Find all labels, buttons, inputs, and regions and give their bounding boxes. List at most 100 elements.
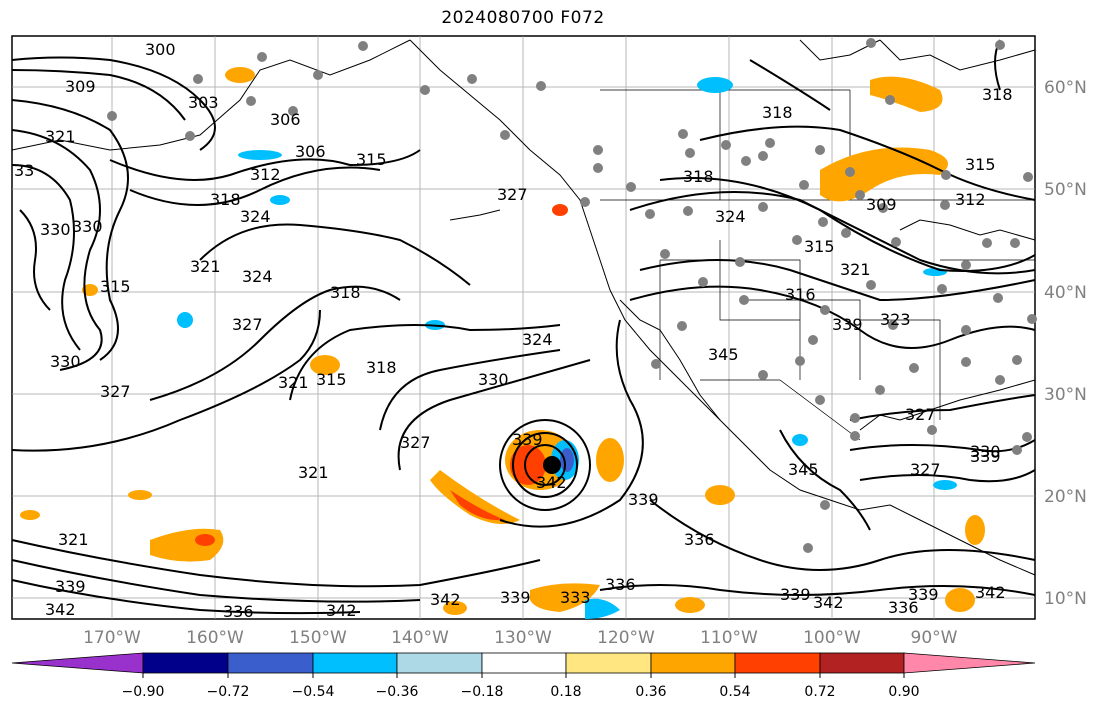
contour-label: 321: [190, 257, 221, 276]
contour-label: 300: [145, 40, 176, 59]
contour-label: 315: [100, 277, 131, 296]
lat-label: 50°N: [1044, 180, 1087, 200]
contour-label: 323: [880, 310, 911, 329]
contour-label: 330: [970, 442, 1001, 461]
contour-label: 318: [366, 358, 397, 377]
contour-label: 345: [708, 345, 739, 364]
lon-label: 110°W: [700, 628, 758, 648]
contour-label: 339: [780, 585, 811, 604]
lat-label: 20°N: [1044, 487, 1087, 507]
colorbar-segment: [565, 652, 652, 674]
lon-label: 130°W: [494, 628, 552, 648]
anomaly-fills: [20, 67, 985, 619]
contour-label: 309: [65, 77, 96, 96]
lat-label: 10°N: [1044, 589, 1087, 609]
contour-label-group: 300 309 303 321 33 306 315 312 318 330 3…: [14, 40, 1013, 621]
longitude-axis: 170°W 160°W 150°W 140°W 130°W 120°W 110°…: [83, 628, 958, 648]
lon-label: 140°W: [391, 628, 449, 648]
contour-label: 321: [278, 373, 309, 392]
lon-label: 100°W: [803, 628, 861, 648]
colorbar-ticks: [142, 673, 905, 678]
storm-center-marker: [543, 456, 561, 474]
lat-label: 30°N: [1044, 385, 1087, 405]
colorbar-labels: −0.90 −0.72 −0.54 −0.36 −0.18 0.18 0.36 …: [122, 684, 920, 700]
contour-label: 321: [298, 463, 329, 482]
contour-label: 327: [497, 185, 528, 204]
colorbar-segment: [481, 652, 567, 674]
colorbar-segment: [142, 652, 229, 674]
colorbar-label: −0.36: [376, 684, 419, 700]
contour-label: 318: [210, 190, 241, 209]
contour-label: 342: [326, 601, 357, 620]
contour-label: 321: [45, 127, 76, 146]
contour-label: 339: [970, 447, 1001, 466]
contour-label: 327: [400, 433, 431, 452]
latitude-axis: 60°N 50°N 40°N 30°N 20°N 10°N: [1044, 78, 1087, 609]
contour-label: 309: [866, 195, 897, 214]
contour-label: 330: [478, 370, 509, 389]
contour-label: 318: [330, 283, 361, 302]
lon-label: 150°W: [289, 628, 347, 648]
contour-label: 318: [683, 167, 714, 186]
colorbar-segment: [650, 652, 736, 674]
colorbar-label: −0.18: [461, 684, 504, 700]
contour-label: 327: [100, 382, 131, 401]
contour-label: 345: [788, 460, 819, 479]
contour-label: 324: [240, 207, 271, 226]
contour-label: 315: [965, 155, 996, 174]
contour-label: 327: [232, 315, 263, 334]
contour-label: 315: [316, 370, 347, 389]
contour-label: 316: [785, 285, 816, 304]
colorbar-segment: [819, 652, 905, 674]
contour-label: 318: [982, 85, 1013, 104]
contour-label: 303: [188, 93, 219, 112]
contour-label: 342: [536, 473, 567, 492]
contour-label: 339: [628, 490, 659, 509]
colorbar-label: −0.54: [292, 684, 335, 700]
colorbar-segment: [396, 652, 483, 674]
graticule: [12, 36, 1035, 619]
contour-label: 315: [356, 150, 387, 169]
lon-label: 170°W: [83, 628, 141, 648]
lat-label: 40°N: [1044, 283, 1087, 303]
contour-label: 312: [250, 165, 281, 184]
contour-label: 312: [955, 190, 986, 209]
contour-label: 321: [58, 530, 89, 549]
contour-label: 336: [684, 530, 715, 549]
station-dots: [107, 38, 1037, 553]
contour-label: 324: [715, 207, 746, 226]
contour-label: 321: [840, 260, 871, 279]
lat-label: 60°N: [1044, 78, 1087, 98]
lon-label: 160°W: [186, 628, 244, 648]
contour-label: 336: [223, 602, 254, 621]
contour-label: 339: [512, 430, 543, 449]
contour-label: 339: [500, 588, 531, 607]
contour-label: 333: [560, 588, 591, 607]
contour-label: 330: [72, 217, 103, 236]
lon-label: 120°W: [597, 628, 655, 648]
contour-label: 327: [905, 405, 936, 424]
colorbar-label: 0.18: [550, 684, 581, 700]
colorbar-label: 0.54: [719, 684, 750, 700]
contour-label: 330: [50, 352, 81, 371]
contour-label: 336: [888, 598, 919, 617]
colorbar-min-extend: [11, 652, 144, 674]
colorbar-segment: [734, 652, 821, 674]
colorbar-label: 0.90: [888, 684, 919, 700]
contour-label: 327: [910, 460, 941, 479]
colorbar-max-extend: [903, 652, 1036, 674]
contour-label: 339: [55, 577, 86, 596]
colorbar-segment: [227, 652, 314, 674]
plot-title: 2024080700 F072: [441, 8, 605, 28]
contour-label: 336: [605, 575, 636, 594]
contour-label: 339: [908, 585, 939, 604]
colorbar-segment: [312, 652, 398, 674]
colorbar: [11, 652, 1036, 674]
contour-label: 342: [975, 583, 1006, 602]
colorbar-label: 0.36: [635, 684, 666, 700]
contour-label: 330: [40, 220, 71, 239]
contour-label: 324: [242, 267, 273, 286]
contour-label: 342: [45, 600, 76, 619]
contour-label: 339: [832, 315, 863, 334]
